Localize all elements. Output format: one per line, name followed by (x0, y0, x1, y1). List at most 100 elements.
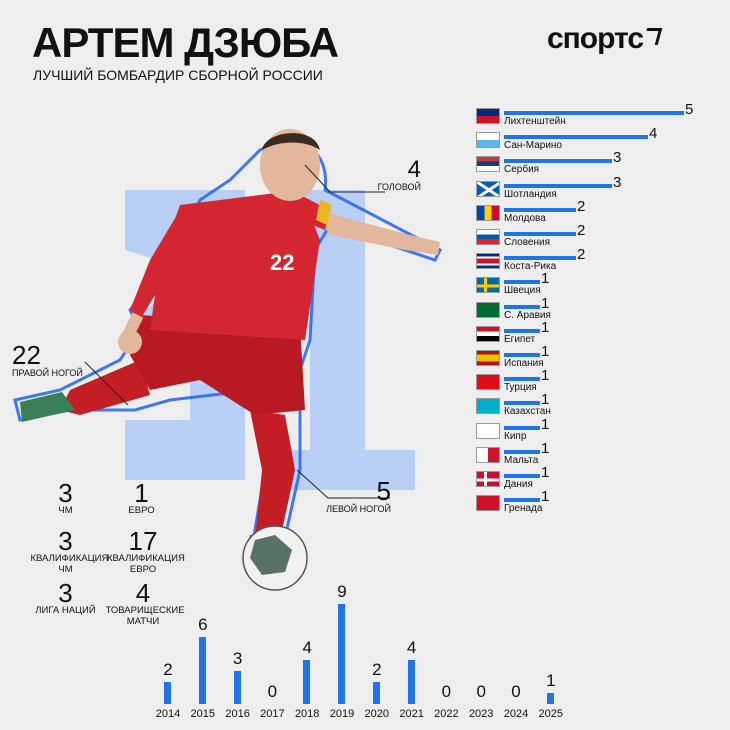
year-bar (372, 681, 380, 704)
opponent-row: 5 Лихтенштейн (476, 102, 716, 132)
opponent-row: 1 Дания (476, 465, 716, 495)
year-bar (407, 659, 415, 704)
stat-wc-qualifying: 3 КВАЛИФИКАЦИЯ ЧМ (28, 526, 109, 576)
year-column: 3 2016 (220, 570, 256, 720)
serbia-flag-icon (476, 156, 500, 173)
opponent-goals-value: 3 (613, 173, 622, 191)
year-label: 2014 (155, 708, 181, 720)
brand-logo: спортс (547, 24, 663, 54)
egypt-flag-icon (476, 325, 500, 342)
callout-head-label: ГОЛОВОЙ (377, 182, 421, 192)
callout-right-foot: 22 ПРАВОЙ НОГОЙ (12, 342, 92, 378)
opponent-name: Лихтенштейн (504, 116, 566, 127)
year-bar (198, 637, 206, 704)
year-bar (164, 681, 171, 704)
stat-wc: 3 ЧМ (28, 480, 103, 517)
opponent-bar (504, 135, 648, 140)
opponent-name: Коста-Рика (504, 261, 557, 273)
year-label: 2023 (468, 708, 494, 720)
stat-wc-value: 3 (58, 478, 73, 508)
opponent-bar (504, 474, 540, 478)
opponent-goals-value: 1 (541, 488, 550, 506)
callout-left-foot-label: ЛЕВОЙ НОГОЙ (326, 504, 391, 514)
opponent-name: Дания (504, 479, 533, 490)
opponent-goals-value: 3 (613, 149, 622, 167)
page-subtitle: ЛУЧШИЙ БОМБАРДИР СБОРНОЙ РОССИИ (33, 67, 323, 83)
opponent-goals-value: 1 (541, 464, 550, 481)
stat-euro-qualifying-value: 17 (128, 526, 158, 556)
opponent-goals-value: 1 (541, 318, 550, 336)
opponent-bar (504, 183, 612, 188)
opponent-row: 1 Турция (476, 368, 716, 398)
opponent-name: Казахстан (504, 406, 551, 418)
san-marino-flag-icon (476, 132, 500, 149)
opponent-name: С. Аравия (504, 309, 551, 321)
year-label: 2024 (503, 708, 529, 720)
opponent-row: 2 Словения (476, 223, 716, 253)
year-goals-value: 2 (163, 659, 173, 679)
stat-wc-qualifying-value: 3 (58, 526, 73, 556)
year-goals-value: 1 (546, 670, 556, 690)
callout-left-foot: 5 ЛЕВОЙ НОГОЙ (326, 478, 391, 514)
slovenia-flag-icon (476, 229, 500, 245)
stat-nations-league: 3 ЛИГА НАЦИЙ (28, 580, 103, 617)
moldova-flag-icon (476, 204, 500, 221)
opponent-bar (504, 111, 684, 115)
year-goals-value: 0 (476, 682, 486, 701)
year-bar (338, 604, 345, 704)
opponent-name: Словения (504, 237, 551, 248)
opponent-goals-value: 1 (541, 391, 550, 409)
opponent-name: Швеция (504, 285, 541, 297)
stat-euro-label: ЕВРО (128, 505, 155, 516)
opponent-bar (504, 256, 576, 261)
stat-nations-league-label: ЛИГА НАЦИЙ (35, 605, 96, 616)
opponent-row: 1 Казахстан (476, 392, 716, 422)
saudi-arabia-flag-icon (476, 301, 500, 318)
callout-left-foot-value: 5 (376, 476, 391, 506)
opponent-name: Шотландия (504, 188, 557, 200)
year-bar (546, 692, 554, 704)
stat-euro: 1 ЕВРО (104, 480, 179, 517)
player-illustration: 22 (13, 129, 443, 591)
year-column: 4 2018 (289, 570, 325, 720)
year-bar (233, 670, 241, 704)
year-column: 0 2022 (428, 570, 464, 720)
stat-euro-qualifying: 17 КВАЛИФИКАЦИЯ ЕВРО (104, 526, 185, 576)
year-goals-value: 6 (198, 615, 208, 635)
opponent-goals-value: 2 (577, 222, 586, 239)
stat-euro-qualifying-label: КВАЛИФИКАЦИЯ ЕВРО (107, 553, 185, 575)
grenada-flag-icon (476, 495, 500, 512)
opponent-goals-value: 2 (577, 197, 586, 215)
opponent-goals-value: 1 (541, 415, 550, 433)
year-column: 1 2025 (533, 570, 569, 720)
year-goals-value: 4 (302, 637, 312, 657)
year-goals-value: 4 (406, 637, 417, 657)
opponent-row: 3 Шотландия (476, 175, 716, 205)
stat-friendlies-label: ТОВАРИЩЕСКИЕ МАТЧИ (105, 605, 185, 627)
opponent-goals-value: 1 (541, 294, 550, 312)
opponent-bar (504, 377, 540, 382)
opponent-row: 4 Сан-Марино (476, 126, 716, 156)
opponent-goals-value: 2 (577, 246, 586, 264)
opponent-row: 2 Молдова (476, 199, 716, 229)
opponent-bar (504, 232, 576, 236)
turkey-flag-icon (476, 374, 500, 391)
opponent-bar (504, 280, 540, 285)
stat-nations-league-value: 3 (58, 578, 73, 608)
opponent-name: Сербия (504, 164, 540, 176)
stat-wc-qualifying-label: КВАЛИФИКАЦИЯ ЧМ (30, 553, 109, 575)
opponent-bar (504, 353, 540, 357)
opponent-goals-value: 1 (541, 367, 550, 385)
stat-friendlies: 4 ТОВАРИЩЕСКИЕ МАТЧИ (104, 580, 185, 628)
opponent-row: 1 Гренада (476, 489, 716, 519)
year-goals-value: 2 (372, 659, 382, 679)
callout-right-foot-label: ПРАВОЙ НОГОЙ (12, 368, 83, 378)
kazakhstan-flag-icon (476, 398, 500, 415)
year-goals-value: 9 (337, 582, 347, 601)
year-label: 2017 (260, 708, 285, 720)
opponent-name: Гренада (504, 503, 543, 515)
opponent-goals-value: 4 (649, 125, 658, 143)
opponent-row: 3 Сербия (476, 150, 716, 180)
year-label: 2021 (399, 708, 424, 720)
year-goals-value: 0 (441, 682, 452, 701)
